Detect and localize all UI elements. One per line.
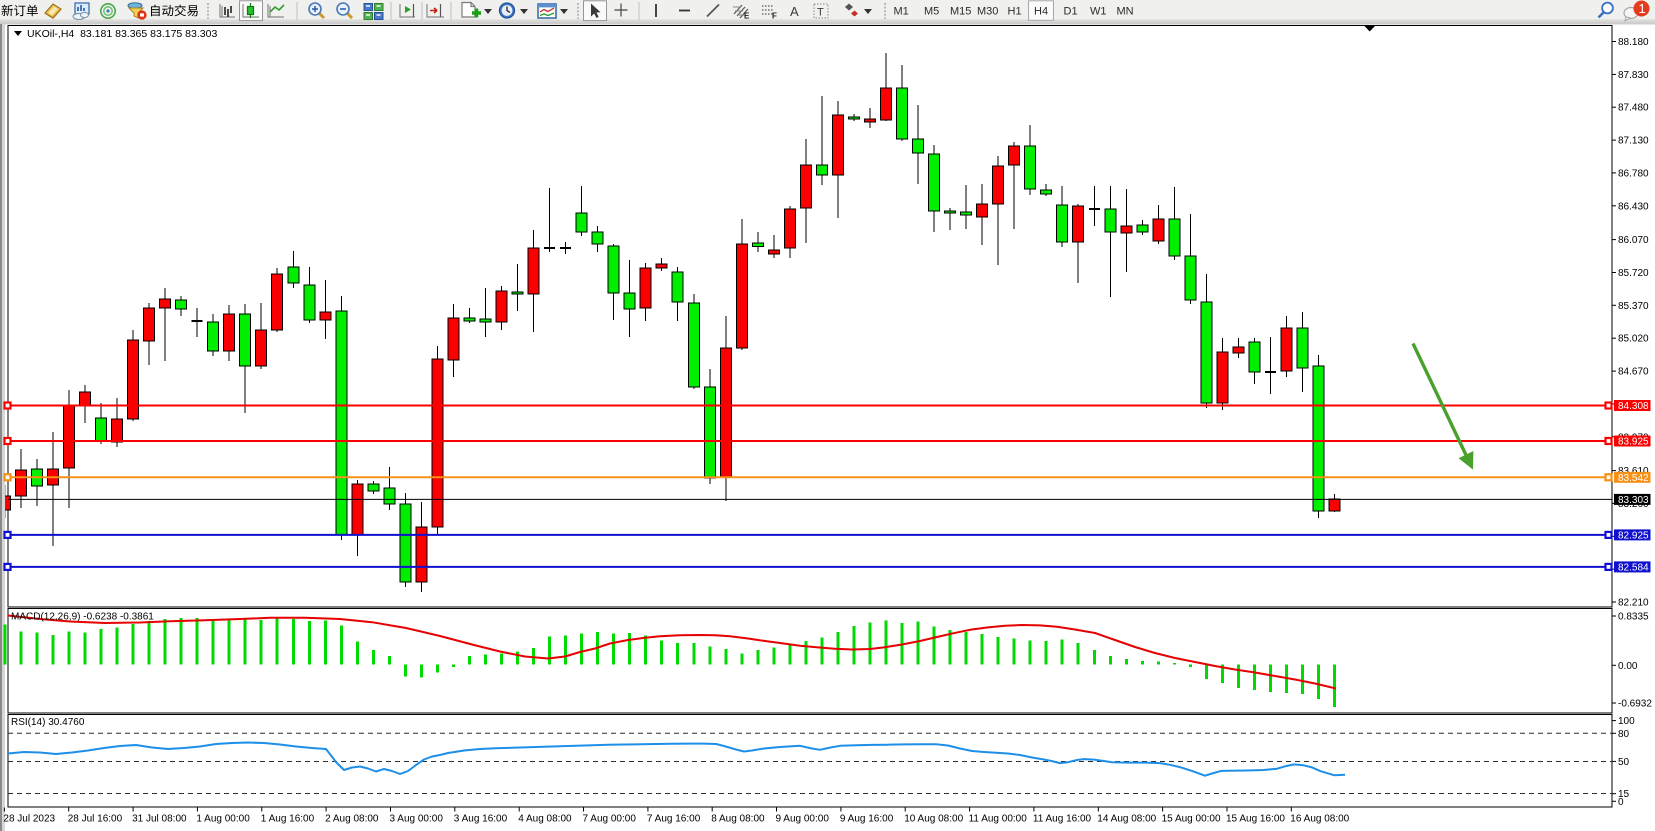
- svg-text:28 Jul 2023: 28 Jul 2023: [3, 814, 55, 825]
- svg-text:M15: M15: [950, 6, 971, 18]
- svg-text:82.210: 82.210: [1618, 598, 1649, 609]
- svg-text:-0.6932: -0.6932: [1618, 699, 1652, 710]
- svg-text:86.070: 86.070: [1618, 235, 1649, 246]
- svg-text:82.584: 82.584: [1618, 563, 1649, 574]
- svg-text:31 Jul 08:00: 31 Jul 08:00: [132, 814, 187, 825]
- svg-text:4 Aug 08:00: 4 Aug 08:00: [518, 814, 572, 825]
- svg-text:83.303: 83.303: [1618, 495, 1649, 506]
- svg-text:3 Aug 00:00: 3 Aug 00:00: [390, 814, 444, 825]
- svg-text:MN: MN: [1117, 6, 1134, 18]
- svg-text:84.308: 84.308: [1618, 401, 1649, 412]
- svg-text:0.00: 0.00: [1618, 661, 1638, 672]
- svg-text:85.370: 85.370: [1618, 301, 1649, 312]
- svg-text:H1: H1: [1008, 6, 1022, 18]
- svg-text:7 Aug 00:00: 7 Aug 00:00: [583, 814, 637, 825]
- svg-text:15: 15: [1618, 789, 1630, 800]
- svg-text:83.542: 83.542: [1618, 473, 1649, 484]
- svg-text:T: T: [817, 7, 824, 19]
- svg-text:87.830: 87.830: [1618, 70, 1649, 81]
- svg-text:100: 100: [1618, 716, 1635, 727]
- svg-text:E: E: [744, 12, 750, 21]
- svg-text:85.020: 85.020: [1618, 334, 1649, 345]
- svg-text:80: 80: [1618, 729, 1630, 740]
- svg-text:2 Aug 08:00: 2 Aug 08:00: [325, 814, 379, 825]
- svg-text:0: 0: [1618, 797, 1624, 808]
- svg-text:M1: M1: [894, 6, 909, 18]
- svg-text:87.130: 87.130: [1618, 136, 1649, 147]
- svg-text:W1: W1: [1090, 6, 1107, 18]
- svg-text:RSI(14) 30.4760: RSI(14) 30.4760: [11, 717, 85, 728]
- svg-text:86.780: 86.780: [1618, 168, 1649, 179]
- svg-text:50: 50: [1618, 757, 1630, 768]
- svg-text:83.610: 83.610: [1618, 466, 1649, 477]
- svg-text:28 Jul 16:00: 28 Jul 16:00: [68, 814, 123, 825]
- svg-text:15 Aug 16:00: 15 Aug 16:00: [1226, 814, 1285, 825]
- svg-text:84.670: 84.670: [1618, 367, 1649, 378]
- svg-text:M5: M5: [924, 6, 939, 18]
- svg-text:11 Aug 16:00: 11 Aug 16:00: [1033, 814, 1092, 825]
- svg-text:H4: H4: [1034, 6, 1048, 18]
- svg-text:F: F: [772, 12, 777, 21]
- svg-text:1 Aug 16:00: 1 Aug 16:00: [261, 814, 315, 825]
- svg-text:1 Aug 00:00: 1 Aug 00:00: [196, 814, 250, 825]
- svg-text:D1: D1: [1064, 6, 1078, 18]
- svg-text:9 Aug 16:00: 9 Aug 16:00: [840, 814, 894, 825]
- svg-text:82.925: 82.925: [1618, 531, 1649, 542]
- svg-text:M30: M30: [977, 6, 998, 18]
- svg-text:3 Aug 16:00: 3 Aug 16:00: [454, 814, 508, 825]
- svg-text:UKOil-,H4 83.181 83.365 83.17: UKOil-,H4 83.181 83.365 83.175 83.303: [27, 28, 217, 40]
- svg-text:85.720: 85.720: [1618, 268, 1649, 279]
- svg-text:MACD(12,26,9) -0.6238 -0.3861: MACD(12,26,9) -0.6238 -0.3861: [11, 612, 154, 623]
- svg-text:8 Aug 08:00: 8 Aug 08:00: [711, 814, 765, 825]
- svg-text:15 Aug 00:00: 15 Aug 00:00: [1162, 814, 1221, 825]
- svg-text:83.925: 83.925: [1618, 437, 1649, 448]
- svg-text:86.430: 86.430: [1618, 201, 1649, 212]
- svg-text:1: 1: [1639, 1, 1646, 16]
- svg-text:87.480: 87.480: [1618, 103, 1649, 114]
- svg-text:88.180: 88.180: [1618, 37, 1649, 48]
- svg-text:10 Aug 08:00: 10 Aug 08:00: [904, 814, 963, 825]
- svg-text:14 Aug 08:00: 14 Aug 08:00: [1097, 814, 1156, 825]
- svg-text:9 Aug 00:00: 9 Aug 00:00: [776, 814, 830, 825]
- svg-text:0.8335: 0.8335: [1618, 612, 1649, 623]
- svg-text:7 Aug 16:00: 7 Aug 16:00: [647, 814, 701, 825]
- svg-text:16 Aug 08:00: 16 Aug 08:00: [1290, 814, 1349, 825]
- svg-text:A: A: [790, 4, 799, 19]
- svg-text:11 Aug 00:00: 11 Aug 00:00: [969, 814, 1028, 825]
